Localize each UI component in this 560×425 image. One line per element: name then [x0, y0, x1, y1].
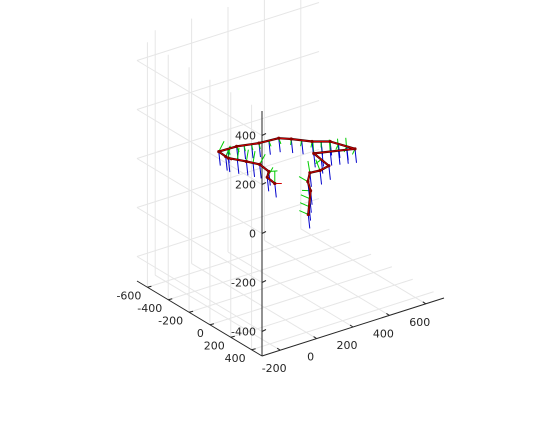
- frame-z-axis: [329, 166, 331, 180]
- trajectory-point: [309, 189, 312, 192]
- y-tick-label: 400: [225, 352, 246, 365]
- z-tick-label: 200: [235, 179, 256, 192]
- x-tick-label: 0: [307, 351, 314, 364]
- floor-grid-x: [228, 252, 353, 327]
- y-tick-mark: [210, 324, 214, 325]
- trajectory-point: [266, 176, 269, 179]
- trajectory-point: [327, 164, 330, 167]
- frame-z-axis: [308, 214, 310, 228]
- trajectory-point: [227, 157, 230, 160]
- trajectory-point: [267, 170, 270, 173]
- z-tick-label: 400: [235, 130, 256, 143]
- trajectory-point: [310, 140, 313, 143]
- y-tick-label: -200: [158, 314, 183, 327]
- y-tick-mark: [147, 286, 151, 287]
- y-tick-mark: [168, 299, 172, 300]
- frame-z-axis: [237, 160, 239, 174]
- frame-z-axis: [275, 183, 277, 197]
- trajectory-point: [217, 150, 220, 153]
- z-tick-mark: [262, 281, 266, 283]
- y-tick-label: 0: [197, 327, 204, 340]
- grid: [137, 0, 434, 350]
- trajectory-point: [318, 169, 321, 172]
- trajectory-point: [329, 140, 332, 143]
- frame-y-axis: [301, 195, 310, 199]
- y-tick-mark: [252, 349, 256, 350]
- wall-grid-z: [137, 208, 262, 283]
- x-tick-label: 400: [373, 327, 394, 340]
- frame-z-axis: [246, 161, 248, 175]
- x-tick-label: -200: [262, 362, 287, 375]
- y-tick-label: 200: [204, 339, 225, 352]
- trajectory-point: [235, 145, 238, 148]
- x-tick-label: 200: [337, 339, 358, 352]
- trajectory-point: [306, 180, 309, 183]
- trajectory-point: [290, 137, 293, 140]
- trajectory-point: [258, 163, 261, 166]
- y-tick-mark: [189, 311, 193, 312]
- trajectory-point: [312, 152, 315, 155]
- tick-labels: -20002004006004002000-200-400-6004002000…: [116, 130, 430, 376]
- frame-y-axis: [246, 150, 248, 162]
- trajectory-point: [257, 141, 260, 144]
- frame-z-axis: [355, 149, 357, 163]
- trajectory-point: [308, 171, 311, 174]
- y-axis-line: [137, 281, 262, 356]
- z-tick-label: -200: [231, 277, 256, 290]
- floor-grid-x: [301, 229, 426, 304]
- trajectory-point: [353, 147, 356, 150]
- x-tick-label: 600: [409, 316, 430, 329]
- wall-grid-z: [137, 257, 262, 332]
- trajectory-point: [245, 160, 248, 163]
- trajectory-point: [307, 213, 310, 216]
- z-tick-label: -400: [231, 326, 256, 339]
- y-tick-label: -600: [116, 289, 141, 302]
- trajectory-point: [277, 137, 280, 140]
- frame-z-axis: [320, 171, 322, 185]
- z-tick-label: 0: [249, 228, 256, 241]
- frame-y-axis: [308, 161, 310, 173]
- frame-z-axis: [302, 140, 304, 154]
- y-tick-label: -400: [137, 302, 162, 315]
- z-tick-mark: [262, 330, 266, 332]
- trajectory-point: [273, 182, 276, 185]
- floor-grid-x: [264, 240, 389, 315]
